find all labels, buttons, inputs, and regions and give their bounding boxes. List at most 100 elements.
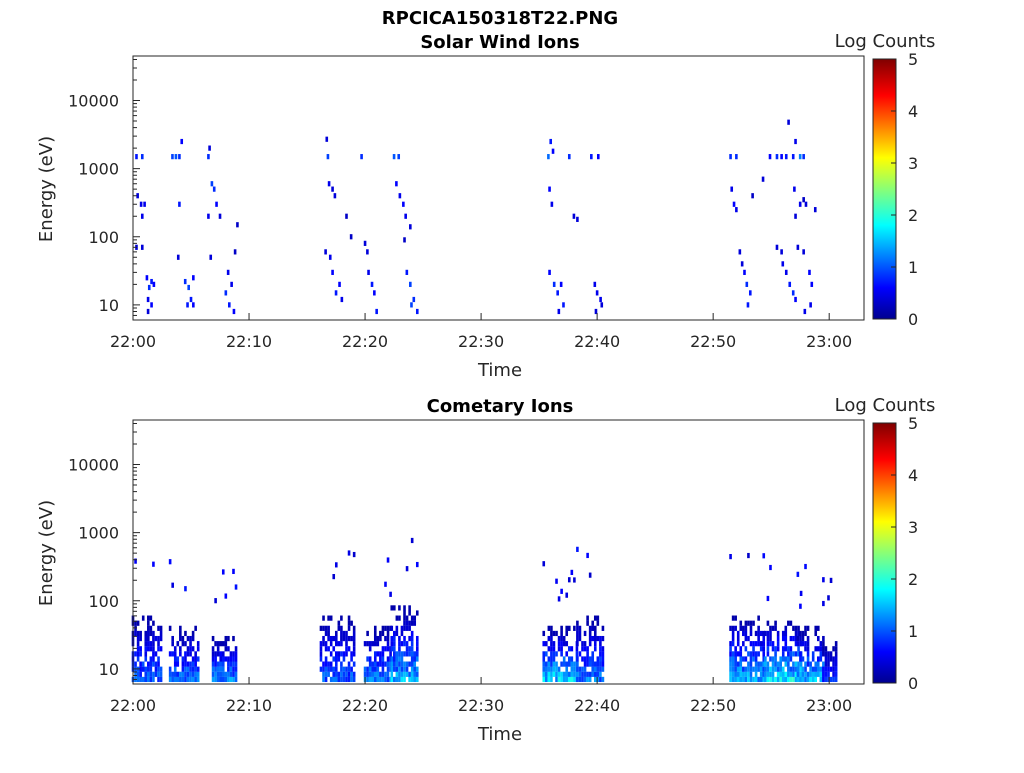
data-cell xyxy=(413,671,417,677)
x-tick-label: 23:00 xyxy=(806,332,852,351)
data-cell xyxy=(595,290,599,296)
data-cell xyxy=(147,646,150,652)
data-cell xyxy=(322,635,325,642)
data-cell xyxy=(395,630,399,637)
data-cell xyxy=(806,646,810,652)
data-cell xyxy=(596,620,600,626)
data-cell xyxy=(210,181,214,187)
data-cell xyxy=(809,671,812,677)
data-cell xyxy=(347,625,351,631)
data-cell xyxy=(754,630,758,637)
data-cell xyxy=(149,625,153,631)
data-cell xyxy=(739,625,743,631)
data-cell xyxy=(392,154,396,160)
data-cell xyxy=(179,651,182,657)
data-cell xyxy=(762,676,766,683)
data-cell xyxy=(150,302,153,308)
data-cell xyxy=(184,586,187,592)
data-cell xyxy=(774,651,777,657)
data-cell xyxy=(814,625,818,631)
data-cell xyxy=(593,641,597,647)
solar-wind-ions-panel: Solar Wind Ions Time Energy (eV) Log Cou… xyxy=(36,31,935,381)
data-cell xyxy=(400,641,404,647)
data-cell xyxy=(134,558,137,564)
data-cell xyxy=(191,635,195,642)
data-cell xyxy=(814,676,818,683)
data-cell xyxy=(762,635,766,642)
data-cell xyxy=(581,641,584,647)
y-tick-label: 100 xyxy=(88,228,119,247)
data-cell xyxy=(168,676,172,683)
data-cell xyxy=(345,630,348,637)
data-cell xyxy=(171,582,174,588)
data-cell xyxy=(555,578,558,584)
data-cell xyxy=(578,625,582,631)
data-cell xyxy=(542,561,546,567)
data-cell xyxy=(759,666,763,672)
data-cell xyxy=(550,676,553,683)
data-cell xyxy=(347,676,351,683)
data-cell xyxy=(802,154,805,160)
data-cell xyxy=(324,671,328,677)
data-cell xyxy=(578,676,582,683)
data-cell xyxy=(179,625,182,631)
data-cell xyxy=(408,671,411,677)
data-cell xyxy=(731,635,735,642)
data-cell xyxy=(340,615,343,621)
data-cell xyxy=(390,646,394,652)
data-cell xyxy=(144,635,148,642)
y-axis-label: Energy (eV) xyxy=(36,136,57,242)
data-cell xyxy=(216,671,220,677)
data-cell xyxy=(143,201,146,207)
y-axis-ticks: 10 100 1000 10000 xyxy=(68,422,140,680)
data-cell xyxy=(824,656,828,662)
data-cell xyxy=(379,676,382,683)
data-cell xyxy=(593,646,597,652)
data-cell xyxy=(329,641,333,647)
data-cell xyxy=(762,671,766,677)
data-cell xyxy=(824,661,828,667)
data-cell xyxy=(413,620,417,626)
data-cell xyxy=(400,651,404,657)
data-cell xyxy=(793,186,796,192)
data-cell xyxy=(583,676,587,683)
data-cell xyxy=(386,656,390,662)
data-cell xyxy=(350,666,353,672)
data-cell xyxy=(134,630,137,637)
data-cell xyxy=(799,651,802,657)
data-cell xyxy=(152,676,155,683)
data-cell xyxy=(340,641,343,647)
data-cell xyxy=(789,676,793,683)
data-cell xyxy=(403,651,406,657)
data-cell xyxy=(144,666,148,672)
colorbar-tick-label: 2 xyxy=(908,206,918,225)
data-cell xyxy=(779,666,782,672)
data-cell xyxy=(224,635,228,642)
data-cell xyxy=(181,641,185,647)
data-cell xyxy=(224,290,228,296)
data-cell xyxy=(224,646,228,652)
data-cell xyxy=(379,635,382,642)
data-cell xyxy=(191,656,195,662)
data-cell xyxy=(221,661,225,667)
data-cell xyxy=(804,646,807,652)
data-cell xyxy=(329,666,333,672)
data-cell xyxy=(152,635,155,642)
data-cell xyxy=(229,676,233,683)
data-cell xyxy=(232,635,235,642)
data-cell xyxy=(393,676,396,683)
data-cell xyxy=(350,651,353,657)
colorbar-ticks: 0 1 2 3 4 5 xyxy=(891,414,918,693)
data-cell xyxy=(565,666,569,672)
data-cell xyxy=(752,676,755,683)
data-cell xyxy=(822,646,825,652)
data-cell xyxy=(776,666,780,672)
data-cell xyxy=(332,646,336,652)
x-tick-label: 22:40 xyxy=(574,696,620,715)
x-axis-ticks: 22:00 22:10 22:20 22:30 22:40 22:50 23:00 xyxy=(110,677,852,715)
data-cell xyxy=(386,630,390,637)
data-cell xyxy=(769,564,772,571)
data-cell xyxy=(408,625,411,631)
data-cell xyxy=(797,651,800,657)
data-cell xyxy=(593,625,597,631)
